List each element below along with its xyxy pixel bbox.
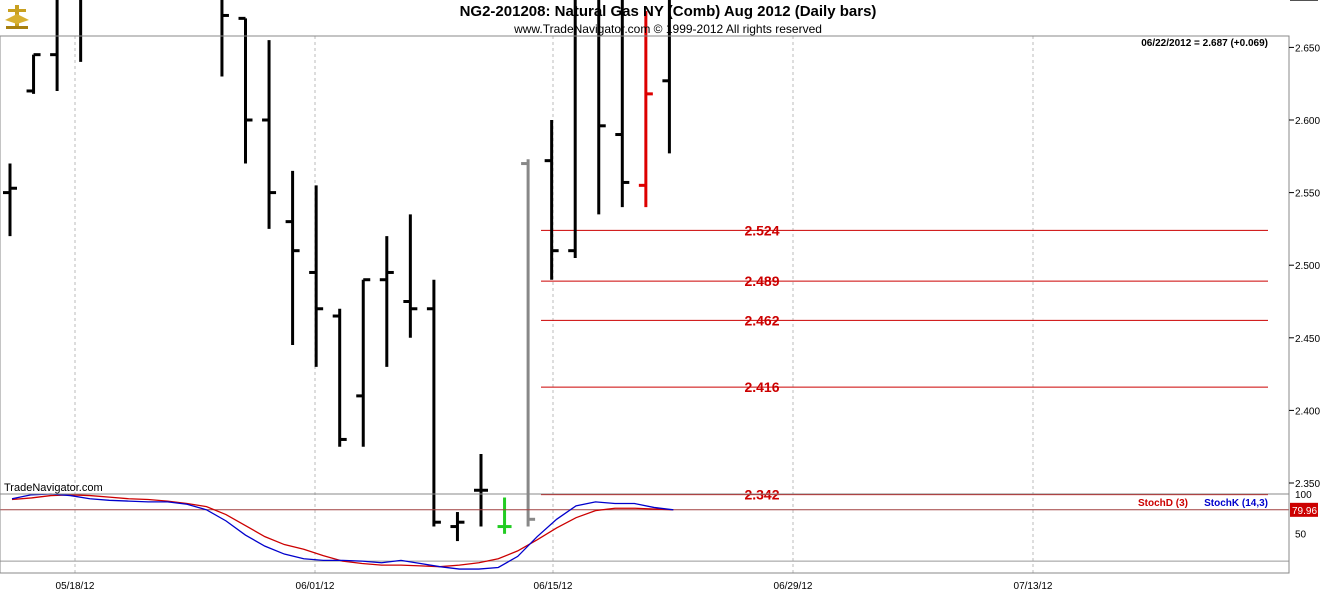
- ohlc-bar: [220, 0, 229, 77]
- ohlc-bar: [403, 214, 418, 338]
- ohlc-bar: [450, 512, 465, 542]
- ohlc-bar: [426, 279, 441, 527]
- stoch-panel: [0, 493, 1289, 570]
- y-tick-label: 2.400: [1295, 406, 1320, 417]
- y-tick-label: 2.600: [1295, 116, 1320, 127]
- ohlc-bar: [79, 0, 83, 62]
- ohlc-bar: [50, 0, 59, 91]
- x-tick-label: 06/01/12: [296, 581, 335, 592]
- ohlc-bar: [285, 170, 300, 346]
- stoch-y-tick-label: 50: [1295, 530, 1307, 541]
- x-tick-label: 06/15/12: [534, 581, 573, 592]
- ohlc-bar: [544, 120, 559, 280]
- ohlc-bar: [497, 497, 512, 534]
- chart-subtitle: www.TradeNavigator.com © 1999-2012 All r…: [514, 22, 822, 36]
- tradenavigator-logo-icon: [5, 5, 29, 29]
- y-tick-label: 2.650: [1295, 43, 1320, 54]
- last-readout: 06/22/2012 = 2.687 (+0.069): [1141, 38, 1268, 49]
- level-label: 2.489: [744, 273, 779, 289]
- last-price-label: 2.687: [1292, 0, 1317, 1]
- chart-title: NG2-201208: Natural Gas NY (Comb) Aug 20…: [459, 3, 877, 20]
- x-tick-label: 05/18/12: [56, 581, 95, 592]
- ohlc-bar: [568, 0, 577, 258]
- y-tick-label: 2.450: [1295, 334, 1320, 345]
- ohlc-bar: [379, 236, 394, 367]
- ohlc-bar: [356, 278, 371, 447]
- last-price-box: [1290, 0, 1318, 1]
- ohlc-bar: [615, 0, 630, 208]
- y-tick-label: 2.500: [1295, 261, 1320, 272]
- ohlc-bar: [26, 53, 41, 94]
- x-tick-label: 06/29/12: [774, 581, 813, 592]
- level-label: 2.524: [744, 222, 779, 238]
- ohlc-bar: [309, 185, 324, 367]
- ohlc-bar: [662, 0, 671, 154]
- ohlc-bar: [238, 16, 253, 164]
- legend-stochk: StochK (14,3): [1204, 498, 1268, 509]
- ohlc-bar: [332, 308, 347, 447]
- grid: [74, 36, 1034, 573]
- y-tick-label: 2.550: [1295, 189, 1320, 200]
- stoch-value-box: [1290, 502, 1318, 517]
- price-panel: 2.9092.8752.8252.7912.7412.7992.8082.709…: [3, 0, 1268, 542]
- legend-stochd: StochD (3): [1138, 498, 1188, 509]
- level-label: 2.462: [744, 312, 779, 328]
- level-label: 2.342: [744, 487, 779, 503]
- ohlc-bar: [262, 40, 277, 229]
- ohlc-bar: [521, 159, 536, 527]
- stoch-series-line: [11, 493, 674, 570]
- stoch-panel-frame: [0, 493, 1290, 574]
- ohlc-bar: [638, 11, 653, 208]
- ohlc-bar: [3, 163, 17, 237]
- stoch-value-label: 79.96: [1292, 506, 1317, 517]
- level-label: 2.416: [744, 379, 779, 395]
- y-tick-label: 2.350: [1295, 479, 1320, 490]
- x-tick-label: 07/13/12: [1014, 581, 1053, 592]
- ohlc-bar: [474, 453, 488, 527]
- watermark: TradeNavigator.com: [4, 482, 103, 494]
- stoch-series-line: [11, 494, 674, 568]
- ohlc-bar: [597, 0, 606, 215]
- stoch-y-tick-label: 100: [1295, 490, 1312, 501]
